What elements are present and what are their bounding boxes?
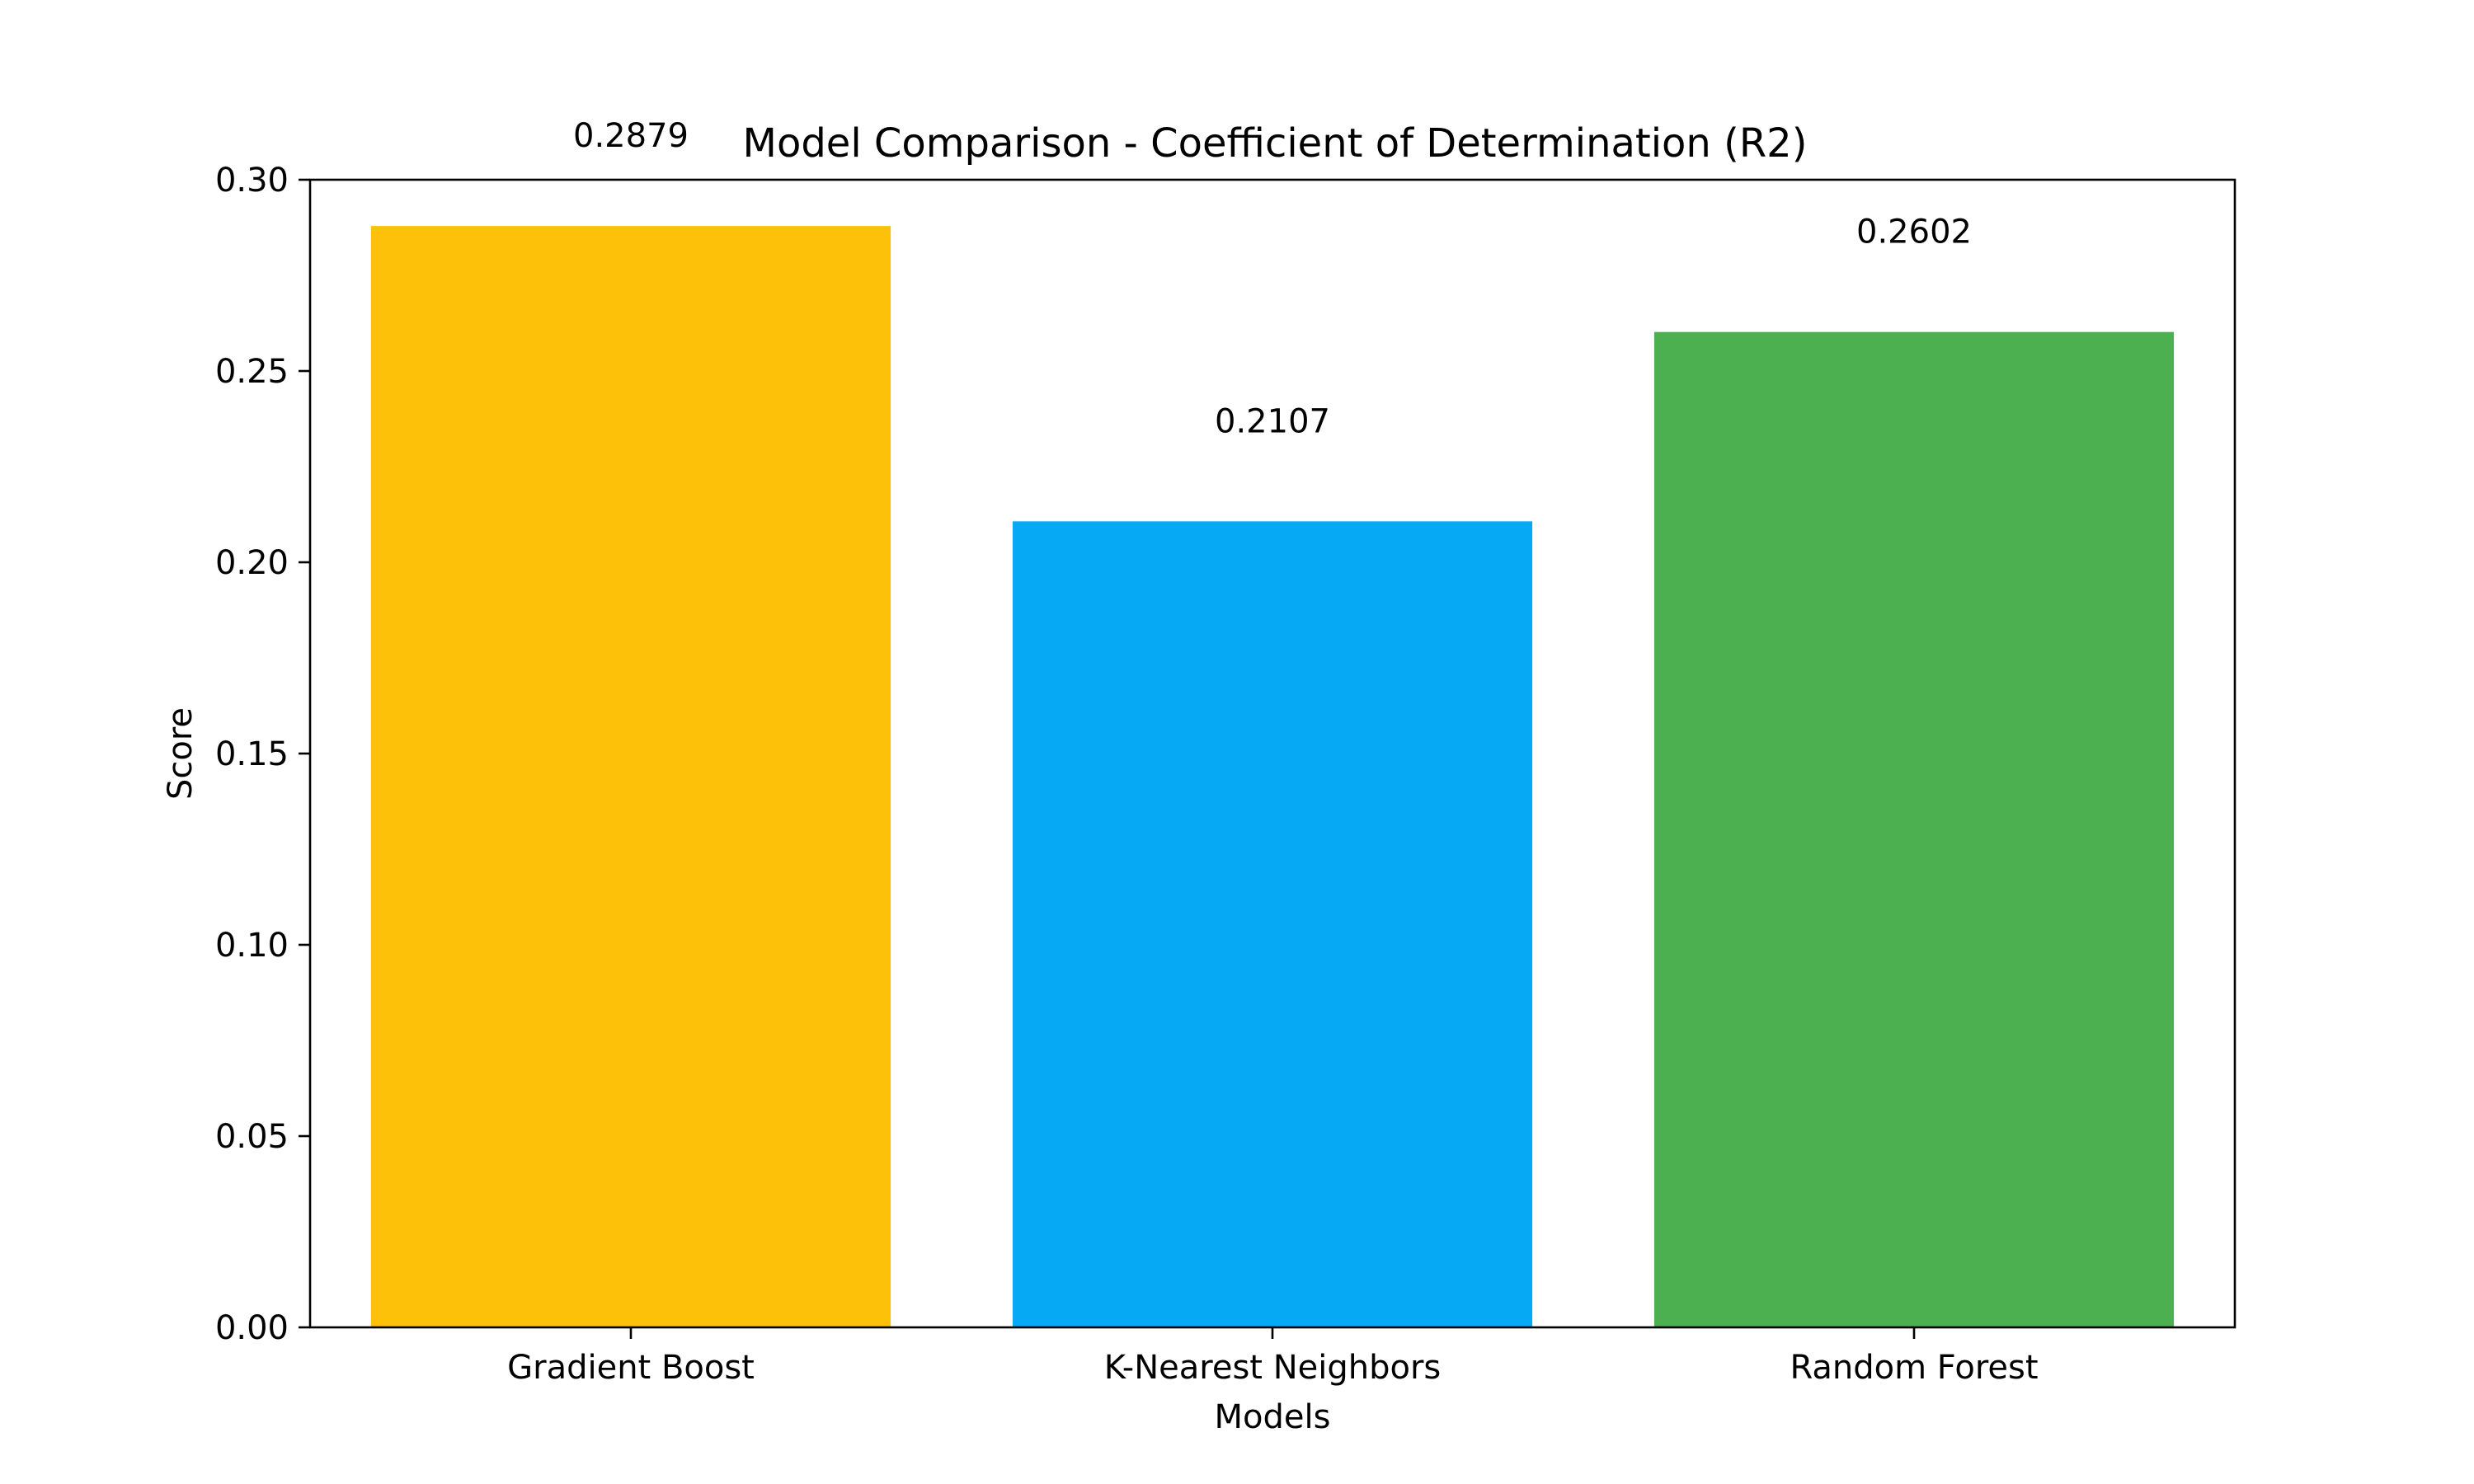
x-axis-label: Models	[1215, 1398, 1331, 1436]
bar-1	[1012, 521, 1533, 1327]
plot-frame	[308, 178, 2236, 1329]
x-tick-label-2: Random Forest	[1790, 1349, 2038, 1387]
y-tick-label-1: 0.05	[215, 1118, 289, 1156]
x-axis: Gradient Boost K-Nearest Neighbors Random …	[507, 1327, 2039, 1387]
value-label-0: 0.2879	[573, 117, 689, 155]
bars-layer	[370, 226, 2175, 1327]
value-label-2: 0.2602	[1856, 214, 1972, 251]
y-tick-label-6: 0.30	[215, 162, 289, 200]
bar-2	[1653, 331, 2175, 1327]
chart-title: Model Comparison - Coefficient of Determ…	[743, 120, 1808, 167]
value-label-1: 0.2107	[1215, 402, 1330, 440]
x-tick-label-1: K-Nearest Neighbors	[1104, 1349, 1441, 1387]
bar-0	[370, 226, 891, 1327]
y-tick-label-5: 0.25	[215, 353, 289, 391]
x-tick-label-0: Gradient Boost	[507, 1349, 755, 1387]
y-axis-label: Score	[162, 707, 200, 800]
value-labels: 0.2879 0.2107 0.2602	[573, 117, 1972, 440]
y-tick-label-3: 0.15	[215, 735, 289, 773]
y-tick-label-0: 0.00	[215, 1309, 289, 1347]
y-axis: 0.00 0.05 0.10 0.15 0.20 0.25 0.30	[215, 162, 310, 1347]
y-tick-label-2: 0.10	[215, 927, 289, 965]
y-tick-label-4: 0.20	[215, 544, 289, 582]
